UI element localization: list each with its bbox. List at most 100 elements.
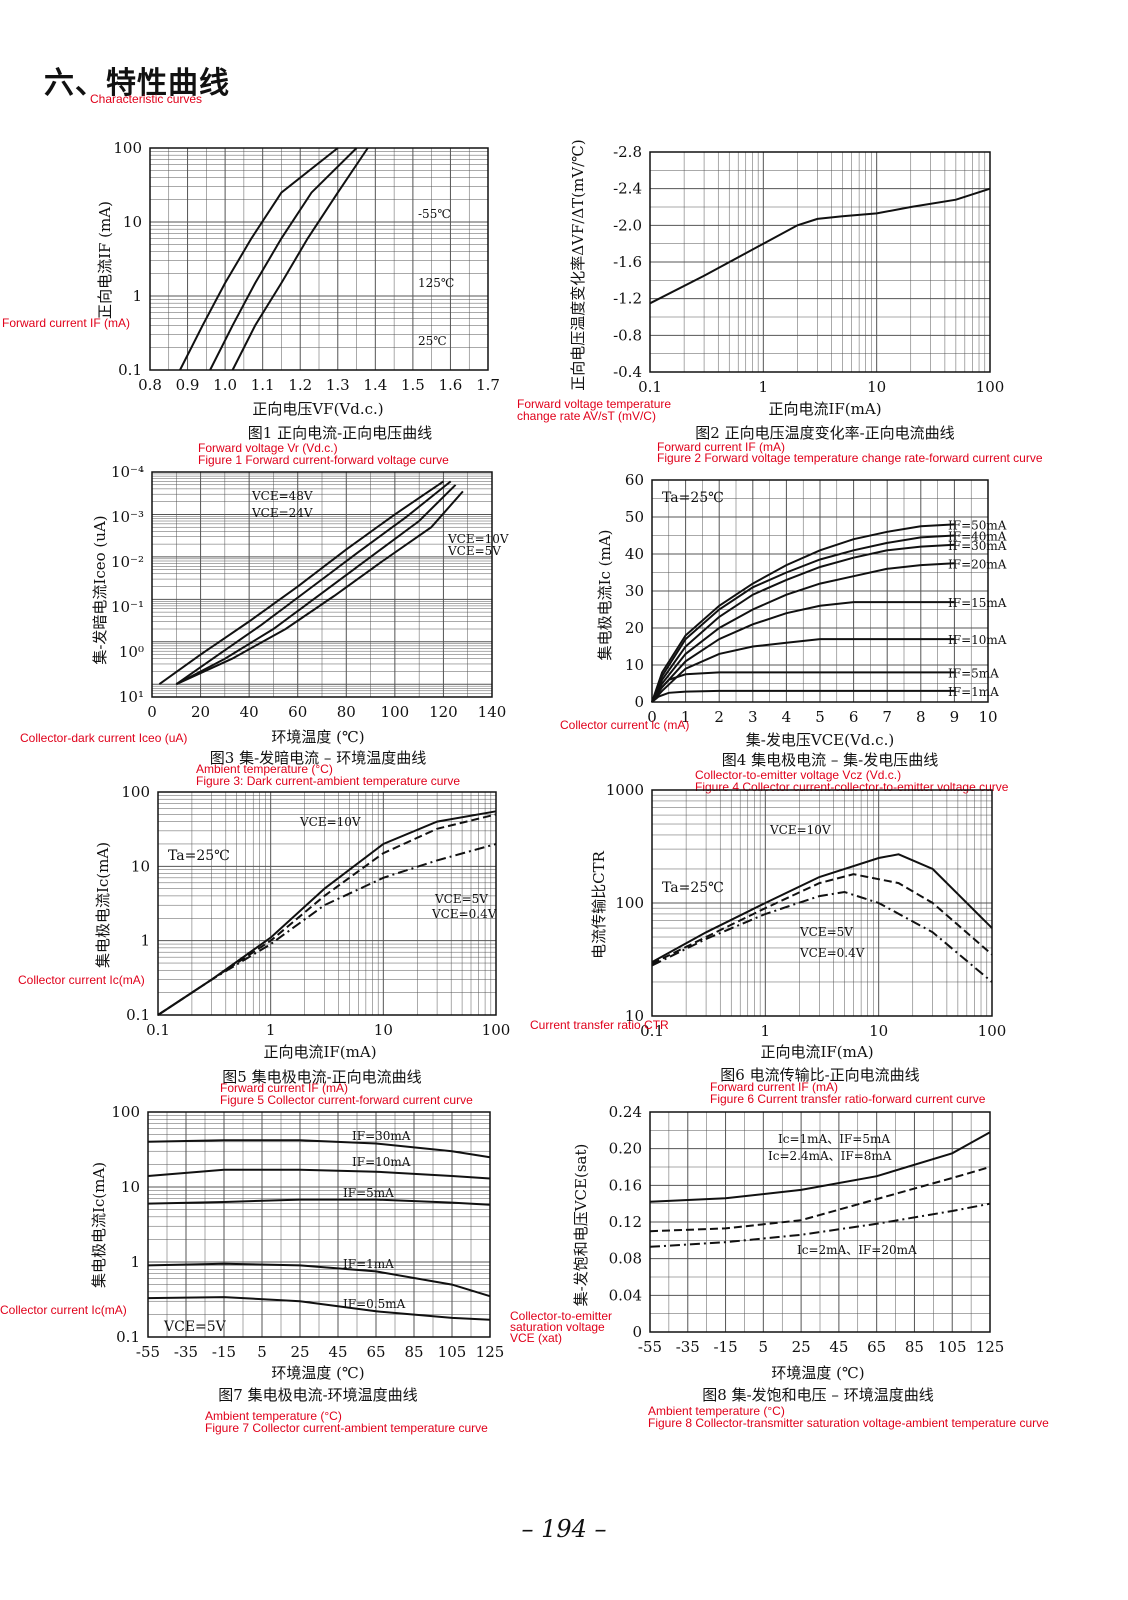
x-tick-label: 0.1 <box>638 378 662 396</box>
y-tick-label: 100 <box>113 139 142 157</box>
caption-translation: Figure 8 Collector-transmitter saturatio… <box>648 1416 1049 1430</box>
series-label: IF=20mA <box>948 557 1007 571</box>
x-tick-label: 100 <box>482 1021 511 1039</box>
series-label: IF=10mA <box>352 1155 411 1169</box>
y-tick-label: -2.8 <box>613 143 642 161</box>
axis-title-translation: Forward current IF (mA) <box>2 316 130 330</box>
y-axis-title: 集电极电流Ic (mA) <box>596 530 614 661</box>
y-tick-label: 1 <box>132 287 142 305</box>
fig4-chart <box>651 479 989 703</box>
fig6-chart <box>651 789 993 1017</box>
x-tick-label: 1 <box>761 1022 771 1040</box>
series-label: IF=5mA <box>343 1186 394 1200</box>
y-axis-title: 集电极电流Ic(mA) <box>90 1162 108 1288</box>
series-label: VCE=10V <box>299 815 361 829</box>
series-line-2 <box>649 1166 991 1233</box>
series-line-4 <box>651 562 955 703</box>
y-tick-label: -2.0 <box>613 216 642 234</box>
y-axis-title: 集-发饱和电压VCE(sat) <box>572 1144 590 1307</box>
x-tick-label: 125 <box>976 1338 1005 1356</box>
series-label: Ic=2mA、IF=20mA <box>797 1243 917 1257</box>
y-tick-label: 0.08 <box>609 1250 642 1268</box>
axis-title-translation: Current transfer ratio CTR <box>530 1018 669 1032</box>
caption-translation: Ambient temperature (°C) <box>648 1404 785 1418</box>
x-tick-label: 1.1 <box>251 376 275 394</box>
x-tick-label: -15 <box>713 1338 737 1356</box>
series-label: VCE=10V <box>447 532 509 546</box>
x-tick-label: 1.0 <box>213 376 237 394</box>
annotation: Ta=25℃ <box>662 880 724 896</box>
x-tick-label: 25 <box>290 1343 309 1361</box>
x-tick-label: 85 <box>404 1343 423 1361</box>
series-line-7 <box>651 671 955 703</box>
axis-title-translation: Forward voltage temperature <box>517 397 671 411</box>
y-tick-label: 40 <box>625 545 644 563</box>
x-tick-label: 45 <box>328 1343 347 1361</box>
y-tick-label: 1000 <box>606 781 644 799</box>
series-line-2 <box>651 534 955 703</box>
series-label: -55℃ <box>418 207 451 221</box>
y-tick-label: 0.04 <box>609 1286 642 1304</box>
axis-title-translation: Collector current Ic(mA) <box>18 973 145 987</box>
x-tick-label: 3 <box>748 708 758 726</box>
series-label: IF=10mA <box>948 633 1007 647</box>
series-line-3 <box>157 843 497 1016</box>
annotation: Ta=25℃ <box>168 848 230 864</box>
series-label: VCE=5V <box>447 544 501 558</box>
series-line-1 <box>651 853 993 963</box>
plot-frame <box>651 479 989 703</box>
x-tick-label: 60 <box>288 703 307 721</box>
x-tick-label: 85 <box>905 1338 924 1356</box>
y-tick-label: 10¹ <box>119 688 144 706</box>
x-axis-title: 环境温度 (℃) <box>271 1364 364 1382</box>
x-tick-label: 65 <box>867 1338 886 1356</box>
series-label: IF=50mA <box>948 518 1007 532</box>
series-line-2 <box>175 480 452 686</box>
series-line-1 <box>649 1131 991 1203</box>
series-label: VCE=24V <box>251 506 313 520</box>
annotation: Ta=25℃ <box>662 490 724 506</box>
series-label: IF=1mA <box>343 1257 394 1271</box>
y-axis-title: 电流传输比CTR <box>590 850 608 958</box>
caption-translation: Forward voltage Vr (Vd.c.) <box>198 441 338 455</box>
y-tick-label: 10 <box>131 857 150 875</box>
x-tick-label: 1.5 <box>401 376 425 394</box>
y-axis-title: 集电极电流Ic(mA) <box>94 842 112 968</box>
x-tick-label: 0.1 <box>640 1022 664 1040</box>
series-line-4 <box>147 1262 491 1298</box>
x-axis-title: 集-发电压VCE(Vd.c.) <box>746 731 894 749</box>
y-tick-label: 1 <box>140 932 150 950</box>
x-tick-label: 0.1 <box>146 1021 170 1039</box>
y-axis-title: 正向电压温度变化率ΔVF/ΔT(mV/℃) <box>569 139 587 391</box>
x-axis-title: 正向电流IF(mA) <box>760 1043 873 1061</box>
axis-title-translation: VCE (xat) <box>510 1331 562 1345</box>
series-label: Ic=2.4mA、IF=8mA <box>768 1149 892 1163</box>
fig8-chart <box>649 1111 991 1333</box>
x-axis-title: 正向电压VF(Vd.c.) <box>252 400 383 418</box>
x-tick-label: 1 <box>266 1021 276 1039</box>
series-label: VCE=0.4V <box>799 946 865 960</box>
x-tick-label: 65 <box>366 1343 385 1361</box>
series-line-3 <box>651 890 993 983</box>
y-tick-label: 0.1 <box>118 361 142 379</box>
x-tick-label: 140 <box>478 703 507 721</box>
x-tick-label: 1 <box>759 378 769 396</box>
x-tick-label: 80 <box>337 703 356 721</box>
y-tick-label: 10 <box>123 213 142 231</box>
x-axis-title: 环境温度 (℃) <box>771 1364 864 1382</box>
x-tick-label: -15 <box>212 1343 236 1361</box>
series-line-1 <box>158 480 444 686</box>
y-tick-label: 1 <box>130 1253 140 1271</box>
series-label: IF=1mA <box>948 685 999 699</box>
series-line-1 <box>651 523 955 703</box>
series-label: IF=15mA <box>948 596 1007 610</box>
series-line-2 <box>209 147 358 371</box>
series-label: VCE=5V <box>799 925 853 939</box>
series-line-5 <box>147 1296 491 1321</box>
series-line-4 <box>175 490 464 686</box>
axis-title-translation: Collector current lc (mA) <box>560 718 689 732</box>
series-label: VCE=0.4V <box>431 907 497 921</box>
series-line-8 <box>651 689 955 703</box>
y-tick-label: 60 <box>625 471 644 489</box>
